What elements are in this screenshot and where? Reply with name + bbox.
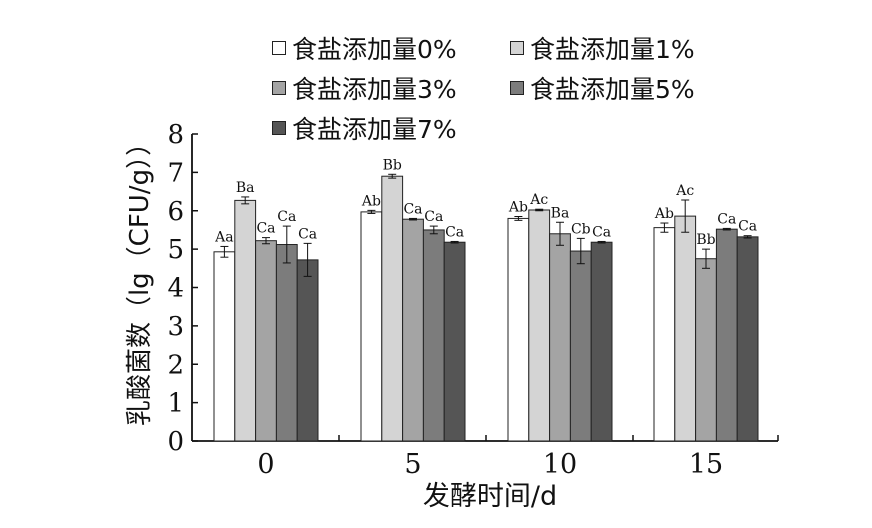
legend-item-3: 食盐添加量5% xyxy=(510,70,695,106)
bar xyxy=(275,244,298,442)
bar xyxy=(360,211,383,442)
bar xyxy=(549,233,571,442)
legend-label-1: 食盐添加量1% xyxy=(530,35,695,64)
data-label: Ab xyxy=(361,193,381,209)
y-axis-label: 乳酸菌数（lg（CFU/g）） xyxy=(125,130,155,426)
data-label: Ca xyxy=(403,201,422,217)
y-tick-label: 2 xyxy=(167,350,184,380)
legend-label-0: 食盐添加量0% xyxy=(292,35,457,64)
data-label: Bb xyxy=(383,157,402,173)
y-tick-label: 7 xyxy=(167,158,184,188)
legend-item-4: 食盐添加量7% xyxy=(272,110,457,146)
y-tick-label: 5 xyxy=(167,235,184,265)
x-tick-label: 15 xyxy=(689,449,723,480)
data-label: Ca xyxy=(424,209,443,225)
y-tick-label: 4 xyxy=(167,274,184,304)
data-label: Ca xyxy=(298,226,317,242)
axes: 0 1 2 3 4 5 6 7 8 0 5 10 15 xyxy=(167,120,779,480)
bar xyxy=(381,175,404,442)
legend-label-2: 食盐添加量3% xyxy=(292,75,457,104)
bar xyxy=(528,209,551,442)
data-label: Ac xyxy=(529,192,548,208)
bar xyxy=(736,236,759,442)
data-label: Cb xyxy=(571,221,591,237)
data-label: Ca xyxy=(592,224,611,240)
legend-label-4: 食盐添加量7% xyxy=(292,115,457,144)
bar xyxy=(590,241,613,442)
axis-labels: 发酵时间/d 乳酸菌数（lg（CFU/g）） xyxy=(125,130,557,512)
legend-item-1: 食盐添加量1% xyxy=(510,30,695,66)
data-label: Ab xyxy=(508,200,528,216)
chart-legend: 食盐添加量0% 食盐添加量1% 食盐添加量3% 食盐添加量5% 食盐添加量7% xyxy=(272,30,752,150)
x-axis-label: 发酵时间/d xyxy=(423,481,557,512)
bar xyxy=(653,227,676,442)
y-tick-label: 1 xyxy=(167,389,184,419)
data-label: Ca xyxy=(445,224,464,240)
x-tick-label: 0 xyxy=(257,449,274,480)
y-tick-label: 6 xyxy=(167,197,184,227)
bar xyxy=(296,259,319,442)
legend-item-0: 食盐添加量0% xyxy=(272,30,457,66)
y-tick-label: 0 xyxy=(167,427,184,457)
x-tick-label: 10 xyxy=(543,449,577,480)
legend-swatch-1 xyxy=(510,41,524,55)
data-label: Ca xyxy=(277,209,296,225)
bar xyxy=(234,199,257,442)
legend-swatch-2 xyxy=(272,81,286,95)
data-label: Ac xyxy=(675,183,694,199)
y-tick-label: 3 xyxy=(167,312,184,342)
bar xyxy=(213,251,236,442)
bar xyxy=(507,217,530,442)
legend-swatch-4 xyxy=(272,121,286,135)
bar xyxy=(443,241,466,442)
legend-swatch-0 xyxy=(272,41,286,55)
data-label: Ba xyxy=(551,205,570,221)
bar xyxy=(422,229,445,442)
legend-swatch-3 xyxy=(510,81,524,95)
data-label: Ca xyxy=(256,221,275,237)
data-label: Ca xyxy=(738,219,757,235)
data-label: Bb xyxy=(696,232,715,248)
legend-item-2: 食盐添加量3% xyxy=(272,70,457,106)
data-label: Ba xyxy=(236,180,255,196)
legend-label-3: 食盐添加量5% xyxy=(530,75,695,104)
x-tick-label: 5 xyxy=(404,449,421,480)
data-label: Aa xyxy=(214,229,233,245)
bar xyxy=(674,215,697,442)
bar xyxy=(695,258,717,442)
bar xyxy=(569,250,592,442)
y-tick-label: 8 xyxy=(167,120,184,150)
bar xyxy=(715,228,738,442)
bar xyxy=(255,240,277,442)
data-label: Ab xyxy=(654,206,674,222)
bar xyxy=(402,218,424,442)
data-label: Ca xyxy=(717,211,736,227)
